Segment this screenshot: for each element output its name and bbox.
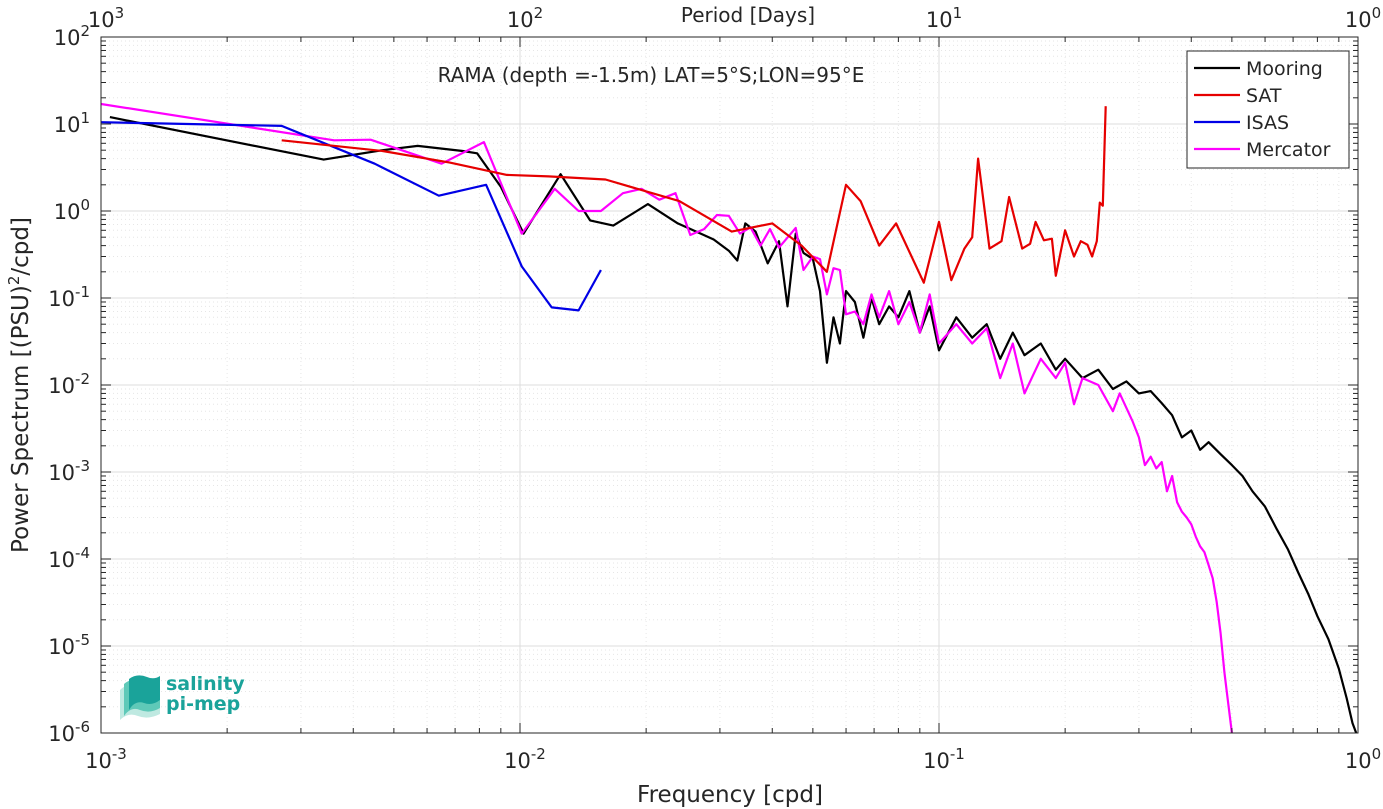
y-axis-label: Power Spectrum [(PSU)2/cpd]: [5, 217, 34, 553]
y-tick-label: 100: [54, 196, 90, 224]
y-tick-label: 102: [54, 22, 90, 50]
y-axis-label-exponent: 2: [5, 276, 23, 286]
top-tick-label: 102: [507, 4, 543, 32]
legend-label-sat: SAT: [1246, 85, 1282, 107]
legend: Mooring SAT ISAS Mercator: [1186, 50, 1350, 169]
legend-box: [1186, 50, 1350, 169]
legend-label-mooring: Mooring: [1246, 58, 1323, 80]
chart-title: RAMA (depth =-1.5m) LAT=5°S;LON=95°E: [438, 63, 865, 87]
series-line-mooring: [109, 116, 1358, 733]
y-tick-label: 10-5: [48, 631, 90, 659]
top-tick-label: 101: [926, 4, 962, 32]
y-tick-label: 101: [54, 109, 90, 137]
y-tick-label: 10-2: [48, 370, 90, 398]
y-tick-label: 10-3: [48, 457, 90, 485]
top-tick-label: 100: [1345, 4, 1381, 32]
series-line-sat: [281, 106, 1107, 284]
logo-text-line2: pi-mep: [166, 693, 241, 715]
salinity-pimep-logo: salinity pi-mep: [118, 674, 258, 724]
x-axis-label: Frequency [cpd]: [637, 782, 823, 808]
x-tick-label: 100: [1345, 745, 1381, 773]
x-tick-label: 10-1: [923, 745, 965, 773]
series-line-mercator: [101, 102, 1233, 733]
series-line-isas: [101, 121, 602, 312]
top-axis-label: Period [Days]: [681, 3, 815, 27]
top-tick-label: 103: [88, 4, 124, 32]
logo-text-line1: salinity: [166, 673, 245, 695]
wave-logo-icon: [120, 675, 160, 720]
legend-label-isas: ISAS: [1246, 112, 1289, 134]
y-tick-label: 10-6: [48, 718, 90, 746]
legend-label-mercator: Mercator: [1246, 139, 1331, 161]
y-tick-label: 10-4: [48, 544, 90, 572]
x-tick-label: 10-3: [85, 745, 127, 773]
y-tick-label: 10-1: [48, 283, 90, 311]
y-axis-label-main: Power Spectrum [(PSU): [8, 285, 34, 553]
series-layer: [101, 102, 1358, 733]
axis-ticks: [100, 36, 1359, 734]
x-tick-label: 10-2: [504, 745, 546, 773]
y-axis-label-tail: /cpd]: [8, 217, 34, 276]
